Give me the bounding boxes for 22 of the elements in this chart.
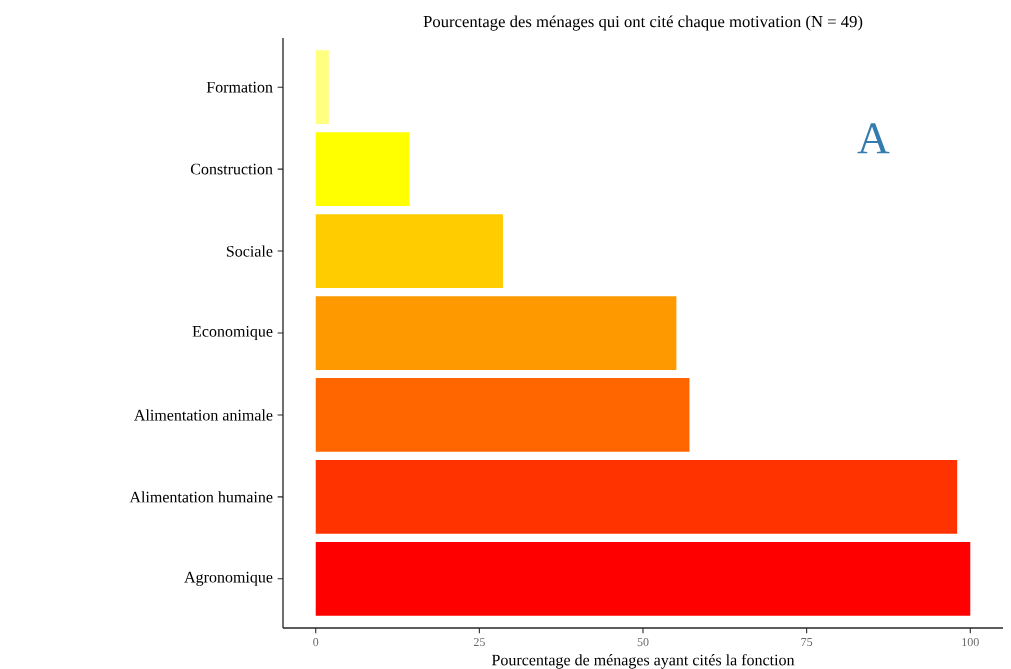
bar	[315, 214, 503, 288]
y-tick-label: Agronomique	[184, 571, 273, 586]
bar	[315, 50, 329, 125]
x-tick-label: 100	[962, 638, 979, 647]
bar	[315, 132, 410, 206]
annotation: A	[857, 123, 890, 154]
y-tick-label: Construction	[190, 163, 273, 175]
x-tick-label: 75	[801, 638, 813, 647]
y-tick-label: Formation	[206, 81, 273, 93]
y-tick-label: Alimentation animale	[134, 409, 273, 421]
bar	[315, 541, 971, 616]
bar	[315, 296, 677, 370]
y-tick-label: Sociale	[226, 245, 273, 257]
bar	[315, 460, 958, 534]
x-axis-title: Pourcentage de ménages ayant cités la fonction	[491, 653, 795, 669]
x-tick-label: 50	[637, 638, 649, 647]
bar	[315, 378, 690, 452]
x-tick-label: 25	[473, 638, 485, 647]
x-tick-label: 0	[313, 638, 319, 647]
y-tick-label: Economique	[192, 326, 273, 341]
y-tick-label: Alimentation humaine	[129, 491, 273, 503]
chart-title: Pourcentage des ménages qui ont cité chaque motivation (N = 49)	[423, 15, 863, 31]
